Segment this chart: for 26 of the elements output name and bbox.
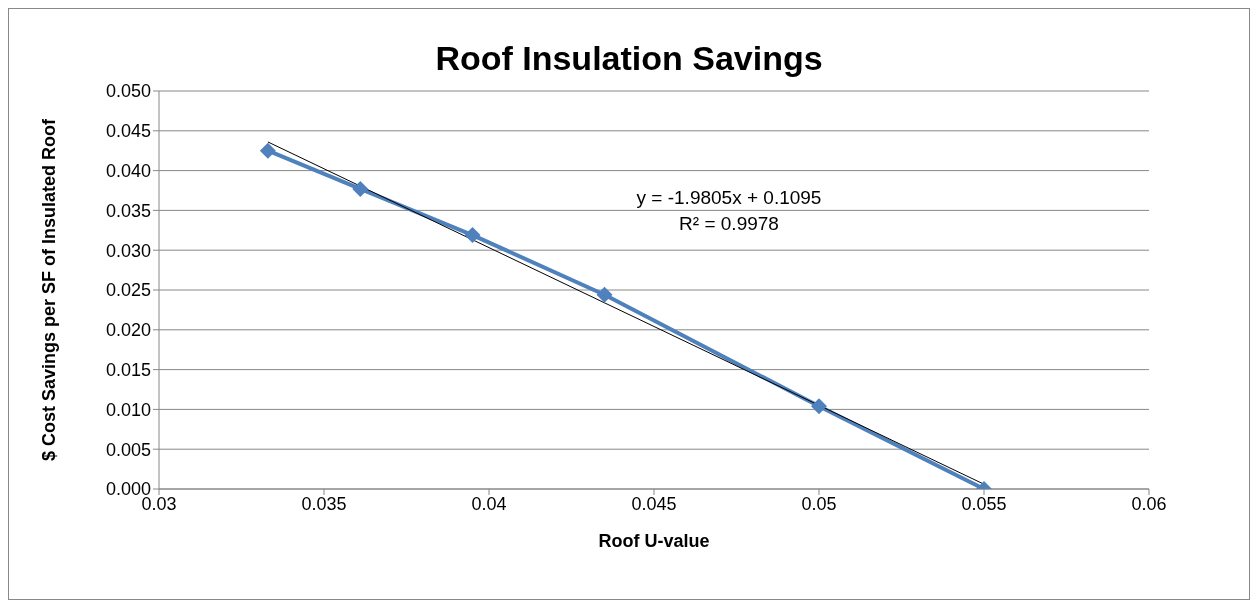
y-tick-label: 0.010	[105, 399, 151, 420]
y-axis-title: $ Cost Savings per SF of Insulated Roof	[39, 117, 60, 462]
x-tick-label: 0.05	[801, 493, 837, 514]
annotation: y = -1.9805x + 0.1095	[635, 187, 823, 209]
x-tick-label: 0.045	[631, 493, 677, 514]
y-tick-label: 0.050	[105, 81, 151, 102]
y-tick-label: 0.035	[105, 200, 151, 221]
point	[259, 142, 276, 159]
y-tick-label: 0.045	[105, 121, 151, 142]
point	[352, 180, 369, 197]
y-tick-label: 0.025	[105, 280, 151, 301]
x-tick-label: 0.04	[471, 493, 507, 514]
y-tick-label: 0.030	[105, 240, 151, 261]
chart-title: Roof Insulation Savings	[434, 39, 824, 78]
point	[596, 286, 613, 303]
annotation: R² = 0.9978	[678, 213, 780, 235]
y-tick-label: 0.020	[105, 320, 151, 341]
x-axis-title: Roof U-value	[598, 531, 710, 551]
y-tick-label: 0.040	[105, 160, 151, 181]
y-tick-label: 0.005	[105, 439, 151, 460]
point	[464, 227, 481, 244]
x-tick-label: 0.06	[1131, 493, 1167, 514]
y-tick-label: 0.015	[105, 359, 151, 380]
x-tick-label: 0.055	[961, 493, 1007, 514]
x-tick-label: 0.035	[301, 493, 347, 514]
point	[811, 398, 827, 415]
